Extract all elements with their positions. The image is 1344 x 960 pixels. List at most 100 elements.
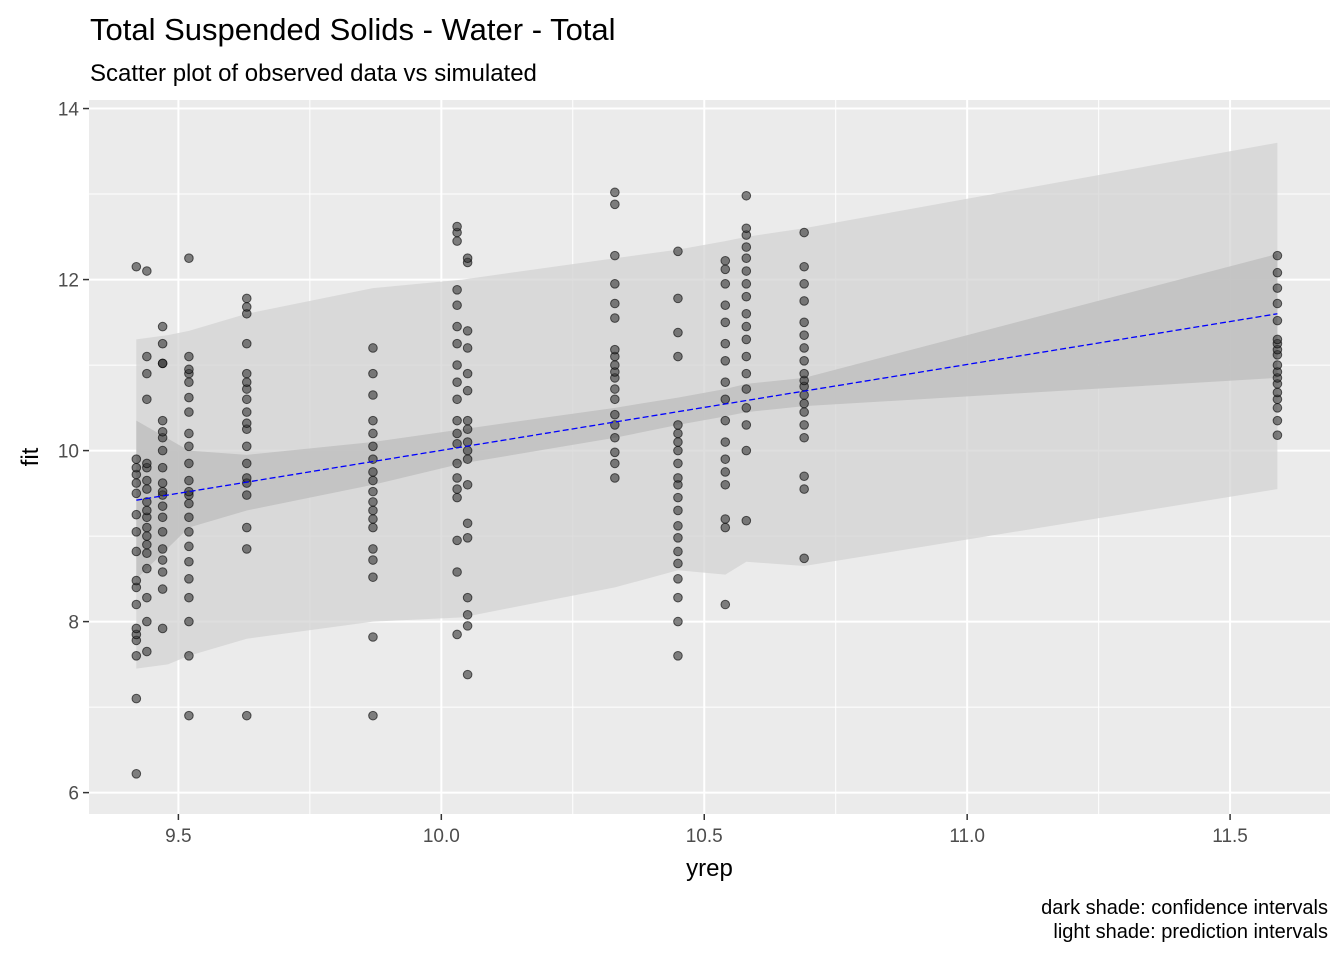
y-tick-label: 12: [58, 271, 79, 292]
data-point: [142, 497, 152, 507]
data-point: [673, 521, 683, 531]
x-tick-label: 10.5: [686, 826, 723, 847]
data-point: [462, 479, 473, 490]
data-point: [131, 546, 142, 557]
data-point: [368, 572, 378, 582]
data-point: [131, 623, 142, 634]
data-point: [610, 394, 620, 405]
caption-line-confidence: dark shade: confidence intervals: [1041, 897, 1328, 919]
data-point: [799, 471, 809, 482]
data-point: [157, 415, 168, 426]
data-point: [142, 592, 152, 603]
data-point: [741, 384, 752, 394]
data-point: [142, 484, 152, 494]
data-point: [610, 199, 620, 210]
data-point: [673, 327, 683, 338]
data-point: [799, 330, 809, 340]
data-point: [720, 394, 731, 405]
data-point: [368, 368, 378, 379]
data-point: [157, 358, 168, 369]
data-point: [799, 317, 809, 328]
data-point: [131, 769, 142, 779]
data-point: [673, 533, 683, 543]
y-tick-label: 6: [68, 784, 79, 805]
data-point: [673, 458, 683, 469]
data-point: [462, 385, 473, 396]
confidence-interval-band: [136, 253, 1278, 579]
fit-line-group: [136, 313, 1278, 501]
data-point: [799, 484, 809, 494]
data-point: [142, 522, 152, 533]
data-point: [452, 300, 462, 311]
data-point: [720, 300, 731, 311]
data-point: [241, 302, 252, 312]
data-point: [462, 669, 473, 680]
data-point: [452, 415, 462, 426]
data-point: [741, 223, 752, 234]
data-point: [368, 632, 378, 642]
data-point: [673, 558, 683, 569]
data-point: [452, 428, 462, 439]
data-point: [462, 533, 473, 543]
data-point: [368, 522, 378, 533]
data-point: [799, 407, 809, 417]
data-point: [741, 515, 752, 526]
data-point: [184, 377, 194, 387]
data-point: [452, 221, 462, 232]
data-point: [741, 279, 752, 289]
data-point: [720, 599, 731, 610]
chart-subtitle: Scatter plot of observed data vs simulat…: [90, 60, 537, 87]
data-point: [157, 338, 168, 349]
data-point: [799, 227, 809, 238]
data-point: [241, 458, 252, 469]
data-point: [720, 317, 731, 328]
data-point: [368, 505, 378, 516]
data-point: [720, 454, 731, 464]
data-point: [368, 544, 378, 554]
data-point: [452, 567, 462, 577]
data-point: [462, 424, 473, 435]
data-point: [184, 441, 194, 452]
data-point: [184, 364, 194, 375]
data-point: [799, 279, 809, 289]
data-point: [241, 293, 252, 304]
data-point: [741, 403, 752, 413]
data-point: [1272, 298, 1283, 309]
data-point: [157, 567, 168, 577]
data-point: [720, 356, 731, 366]
data-point: [610, 432, 620, 443]
data-point: [720, 437, 731, 447]
data-point: [720, 415, 731, 426]
data-point: [673, 351, 683, 362]
data-point: [673, 574, 683, 584]
x-tick-label: 9.5: [165, 826, 191, 847]
data-point: [184, 592, 194, 603]
data-point: [368, 441, 378, 452]
data-point: [184, 541, 194, 552]
data-point: [184, 527, 194, 537]
data-point: [673, 505, 683, 516]
data-point: [241, 473, 252, 483]
data-point: [799, 296, 809, 306]
data-point: [241, 394, 252, 405]
data-point: [142, 458, 152, 469]
data-point: [157, 512, 168, 523]
data-point: [741, 420, 752, 430]
data-point: [241, 544, 252, 554]
data-point: [741, 291, 752, 302]
data-point: [720, 377, 731, 387]
data-point: [462, 326, 473, 336]
data-point: [184, 710, 194, 721]
data-point: [741, 266, 752, 276]
data-point: [673, 246, 683, 257]
data-point: [673, 428, 683, 439]
data-point: [131, 488, 142, 499]
data-point: [184, 475, 194, 486]
data-point: [610, 298, 620, 309]
data-point: [462, 343, 473, 353]
data-point: [610, 458, 620, 469]
fit-line: [136, 313, 1278, 501]
data-point: [741, 368, 752, 379]
data-point: [131, 462, 142, 473]
data-point: [131, 454, 142, 464]
